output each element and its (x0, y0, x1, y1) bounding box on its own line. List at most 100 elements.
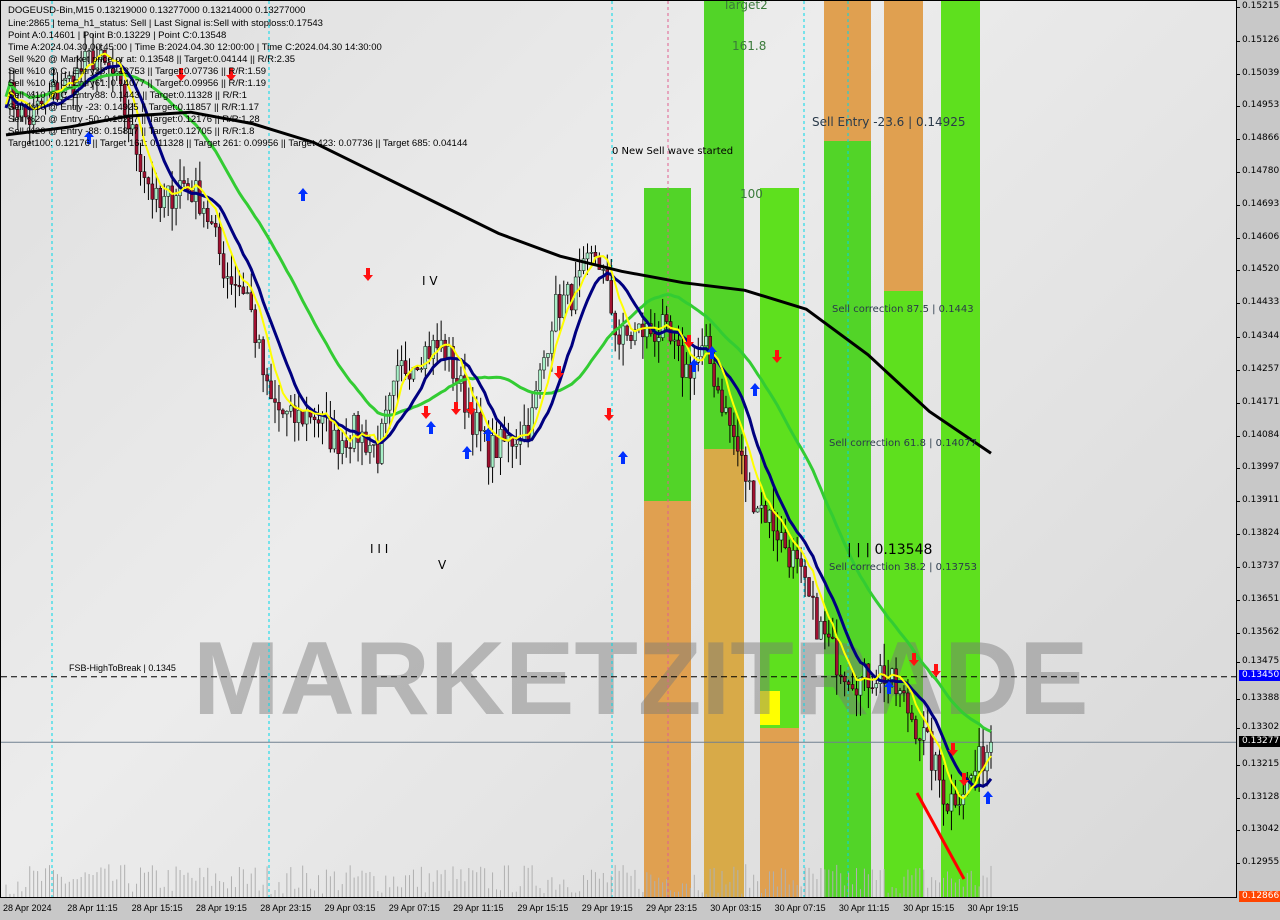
candle-bear (945, 803, 950, 812)
candle-bear (775, 530, 780, 541)
candle-bear (807, 577, 811, 597)
fsb-price-tag: 0.13450 (1239, 670, 1280, 681)
candle-bear (728, 407, 732, 426)
buy-arrow-icon (750, 383, 760, 396)
candle-bear (827, 633, 831, 638)
candle-bull (922, 727, 926, 741)
buy-arrow-icon (426, 421, 436, 434)
candle-bear (273, 398, 277, 403)
sell-arrow-icon (363, 268, 373, 281)
candle-bear (146, 177, 151, 185)
candle-bull (977, 746, 981, 772)
candle-bear (213, 223, 218, 228)
candle-bear (356, 414, 360, 443)
candle-bear (205, 208, 210, 222)
candle-bull (423, 346, 428, 369)
candle-bear (680, 345, 685, 378)
candle-bear (328, 417, 333, 450)
candle-bull (35, 100, 40, 106)
candle-bear (625, 325, 629, 336)
candle-bear (712, 363, 716, 387)
candle-bull (194, 180, 198, 202)
candle-bear (854, 688, 859, 696)
candle-bull (289, 405, 293, 412)
candle-bear (269, 380, 273, 400)
candle-bull (684, 364, 689, 378)
candle-bear (494, 435, 499, 458)
x-tick-label: 30 Apr 11:15 (838, 903, 890, 913)
info-line: Sell %20 @ Market price or at: 0.13548 |… (8, 54, 296, 65)
candle-bear (823, 621, 827, 635)
candle-bear (866, 663, 871, 688)
candle-bull (601, 269, 606, 271)
candle-bull (767, 509, 772, 523)
y-tick-label: 0.13911 (1236, 495, 1280, 506)
price-axis[interactable]: 0.15215 0.15126 0.15039 0.14953 0.14866 0.147… (1236, 0, 1280, 898)
buy-arrow-icon (618, 451, 628, 464)
candle-bear (811, 595, 815, 598)
ma-navy-line (4, 63, 993, 789)
candle-bear (787, 547, 792, 568)
candle-bear (906, 692, 910, 714)
candle-bull (656, 337, 661, 342)
candle-bear (799, 558, 803, 567)
buy-arrow-icon (884, 681, 894, 694)
candle-bull (447, 346, 451, 359)
candle-bull (554, 294, 558, 332)
candle-bull (538, 369, 542, 391)
candle-bear (597, 256, 602, 270)
candle-bear (142, 171, 147, 178)
candle-bull (534, 390, 538, 409)
candle-bull (589, 252, 594, 254)
sell-arrow-icon (421, 406, 431, 419)
candle-bear (122, 83, 127, 116)
candle-bull (759, 505, 764, 509)
candle-bull (490, 435, 495, 468)
candle-bull (304, 410, 309, 425)
y-tick-label: 0.14433 (1236, 297, 1280, 308)
time-axis[interactable]: 28 Apr 2024 28 Apr 11:15 28 Apr 15:15 28 Ap… (0, 898, 1280, 920)
candle-bull (898, 690, 902, 695)
candle-bear (929, 731, 934, 771)
x-tick-label: 29 Apr 19:15 (581, 903, 633, 913)
zone-yellow (760, 691, 780, 725)
chart-plot-area[interactable]: MARKETZITRADE Target2 161.8 100 0 New Se… (0, 0, 1237, 898)
sell-arrow-icon (604, 408, 614, 421)
candle-bear (348, 447, 352, 449)
info-line: Point A:0.14601 | Point B:0.13229 | Poin… (8, 30, 227, 41)
candle-bull (791, 550, 795, 568)
candle-bear (265, 374, 269, 382)
candle-bull (391, 380, 396, 396)
x-tick-label: 28 Apr 19:15 (195, 903, 247, 913)
candle-bear (415, 367, 420, 371)
zone-orange (884, 1, 923, 291)
candle-bear (316, 419, 321, 424)
candle-bull (973, 770, 977, 776)
candle-bear (134, 124, 139, 155)
price-chart (1, 1, 1236, 897)
candle-bull (368, 445, 372, 453)
sell-entry-label: Sell Entry -23.6 | 0.14925 (812, 115, 966, 129)
candle-bear (198, 180, 202, 214)
candle-bull (431, 340, 435, 359)
candle-bear (312, 416, 317, 421)
bid-price-tag: 0.13277 (1239, 736, 1280, 747)
candle-bull (202, 208, 206, 214)
candle-bull (874, 683, 879, 689)
candle-bear (118, 71, 123, 85)
buy-arrow-icon (84, 131, 94, 144)
candle-bear (403, 360, 408, 374)
candle-bear (613, 312, 617, 336)
zone-orange (704, 449, 744, 897)
ma-black-line (5, 110, 992, 455)
sell-arrow-icon (772, 350, 782, 363)
y-tick-label: 0.14344 (1236, 331, 1280, 341)
x-tick-label: 29 Apr 11:15 (453, 903, 504, 913)
y-tick-label: 0.13997 (1236, 462, 1280, 473)
candle-bear (664, 314, 669, 322)
candle-bear (953, 793, 958, 806)
trend-line (915, 792, 966, 880)
y-tick-label: 0.14606 (1236, 231, 1280, 242)
y-tick-label: 0.15039 (1236, 67, 1280, 78)
candle-bear (653, 333, 657, 342)
